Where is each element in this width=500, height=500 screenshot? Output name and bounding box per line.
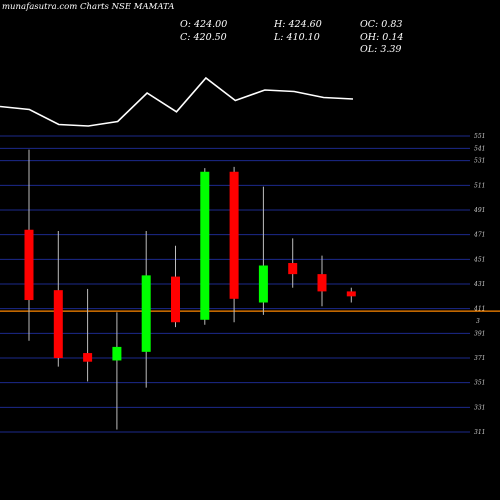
- candle-body: [317, 274, 327, 292]
- low-value: L: 410.10: [274, 32, 320, 43]
- y-tick-marker: 3: [476, 318, 480, 325]
- oh-value: OH: 0.14: [360, 32, 404, 43]
- candle-body: [83, 353, 93, 362]
- y-tick-label: 491: [473, 207, 485, 214]
- y-tick-label: 391: [474, 330, 485, 337]
- candle-body: [24, 229, 34, 301]
- candle: [229, 166, 239, 323]
- candle: [288, 238, 298, 288]
- oc-value: OC: 0.83: [360, 19, 403, 30]
- candle-body: [53, 290, 63, 358]
- source-watermark: munafasutra.com: [2, 2, 78, 12]
- y-tick-label: 431: [473, 281, 485, 288]
- candle: [317, 255, 327, 307]
- y-tick-label: 371: [474, 355, 485, 362]
- y-tick-label: 541: [474, 145, 485, 152]
- candle: [258, 186, 268, 315]
- ol-value: OL: 3.39: [360, 44, 402, 55]
- chart-title: munafasutra.com Charts NSE MAMATA: [2, 2, 174, 12]
- y-tick-label: 551: [474, 133, 485, 140]
- candle-body: [229, 171, 239, 299]
- candle-body: [112, 346, 122, 361]
- candle-body: [346, 291, 356, 297]
- candle: [24, 149, 34, 341]
- open-value: O: 424.00: [180, 19, 228, 30]
- candle: [141, 230, 151, 388]
- candle: [112, 312, 122, 430]
- y-tick-label: 351: [474, 380, 485, 387]
- candle: [53, 230, 63, 367]
- y-tick-label: 471: [473, 232, 485, 239]
- candle-body: [258, 265, 268, 303]
- y-tick-label: 311: [474, 429, 485, 436]
- y-tick-label: 451: [473, 256, 485, 263]
- candles-layer: [24, 149, 356, 430]
- candle: [171, 245, 180, 328]
- candle-body: [200, 171, 210, 320]
- candle: [83, 288, 93, 382]
- candle-body: [141, 275, 151, 352]
- close-value: C: 420.50: [180, 32, 227, 43]
- overlay-line-layer: [0, 76, 354, 127]
- y-tick-label: 411: [473, 306, 485, 313]
- y-tick-label: 511: [474, 182, 485, 189]
- y-axis-ticks: 551 541 531 511 491 471 451 431 411 391 371 351 331 3…: [473, 133, 485, 436]
- candle: [346, 287, 356, 303]
- chart-title-text: Charts NSE MAMATA: [80, 2, 175, 12]
- y-tick-label: 531: [474, 158, 485, 165]
- y-tick-label: 331: [474, 404, 485, 411]
- high-value: H: 424.60: [274, 19, 322, 30]
- overlay-line: [0, 76, 354, 127]
- candle-body: [288, 263, 298, 275]
- candle-body: [171, 276, 180, 323]
- candle: [200, 168, 210, 325]
